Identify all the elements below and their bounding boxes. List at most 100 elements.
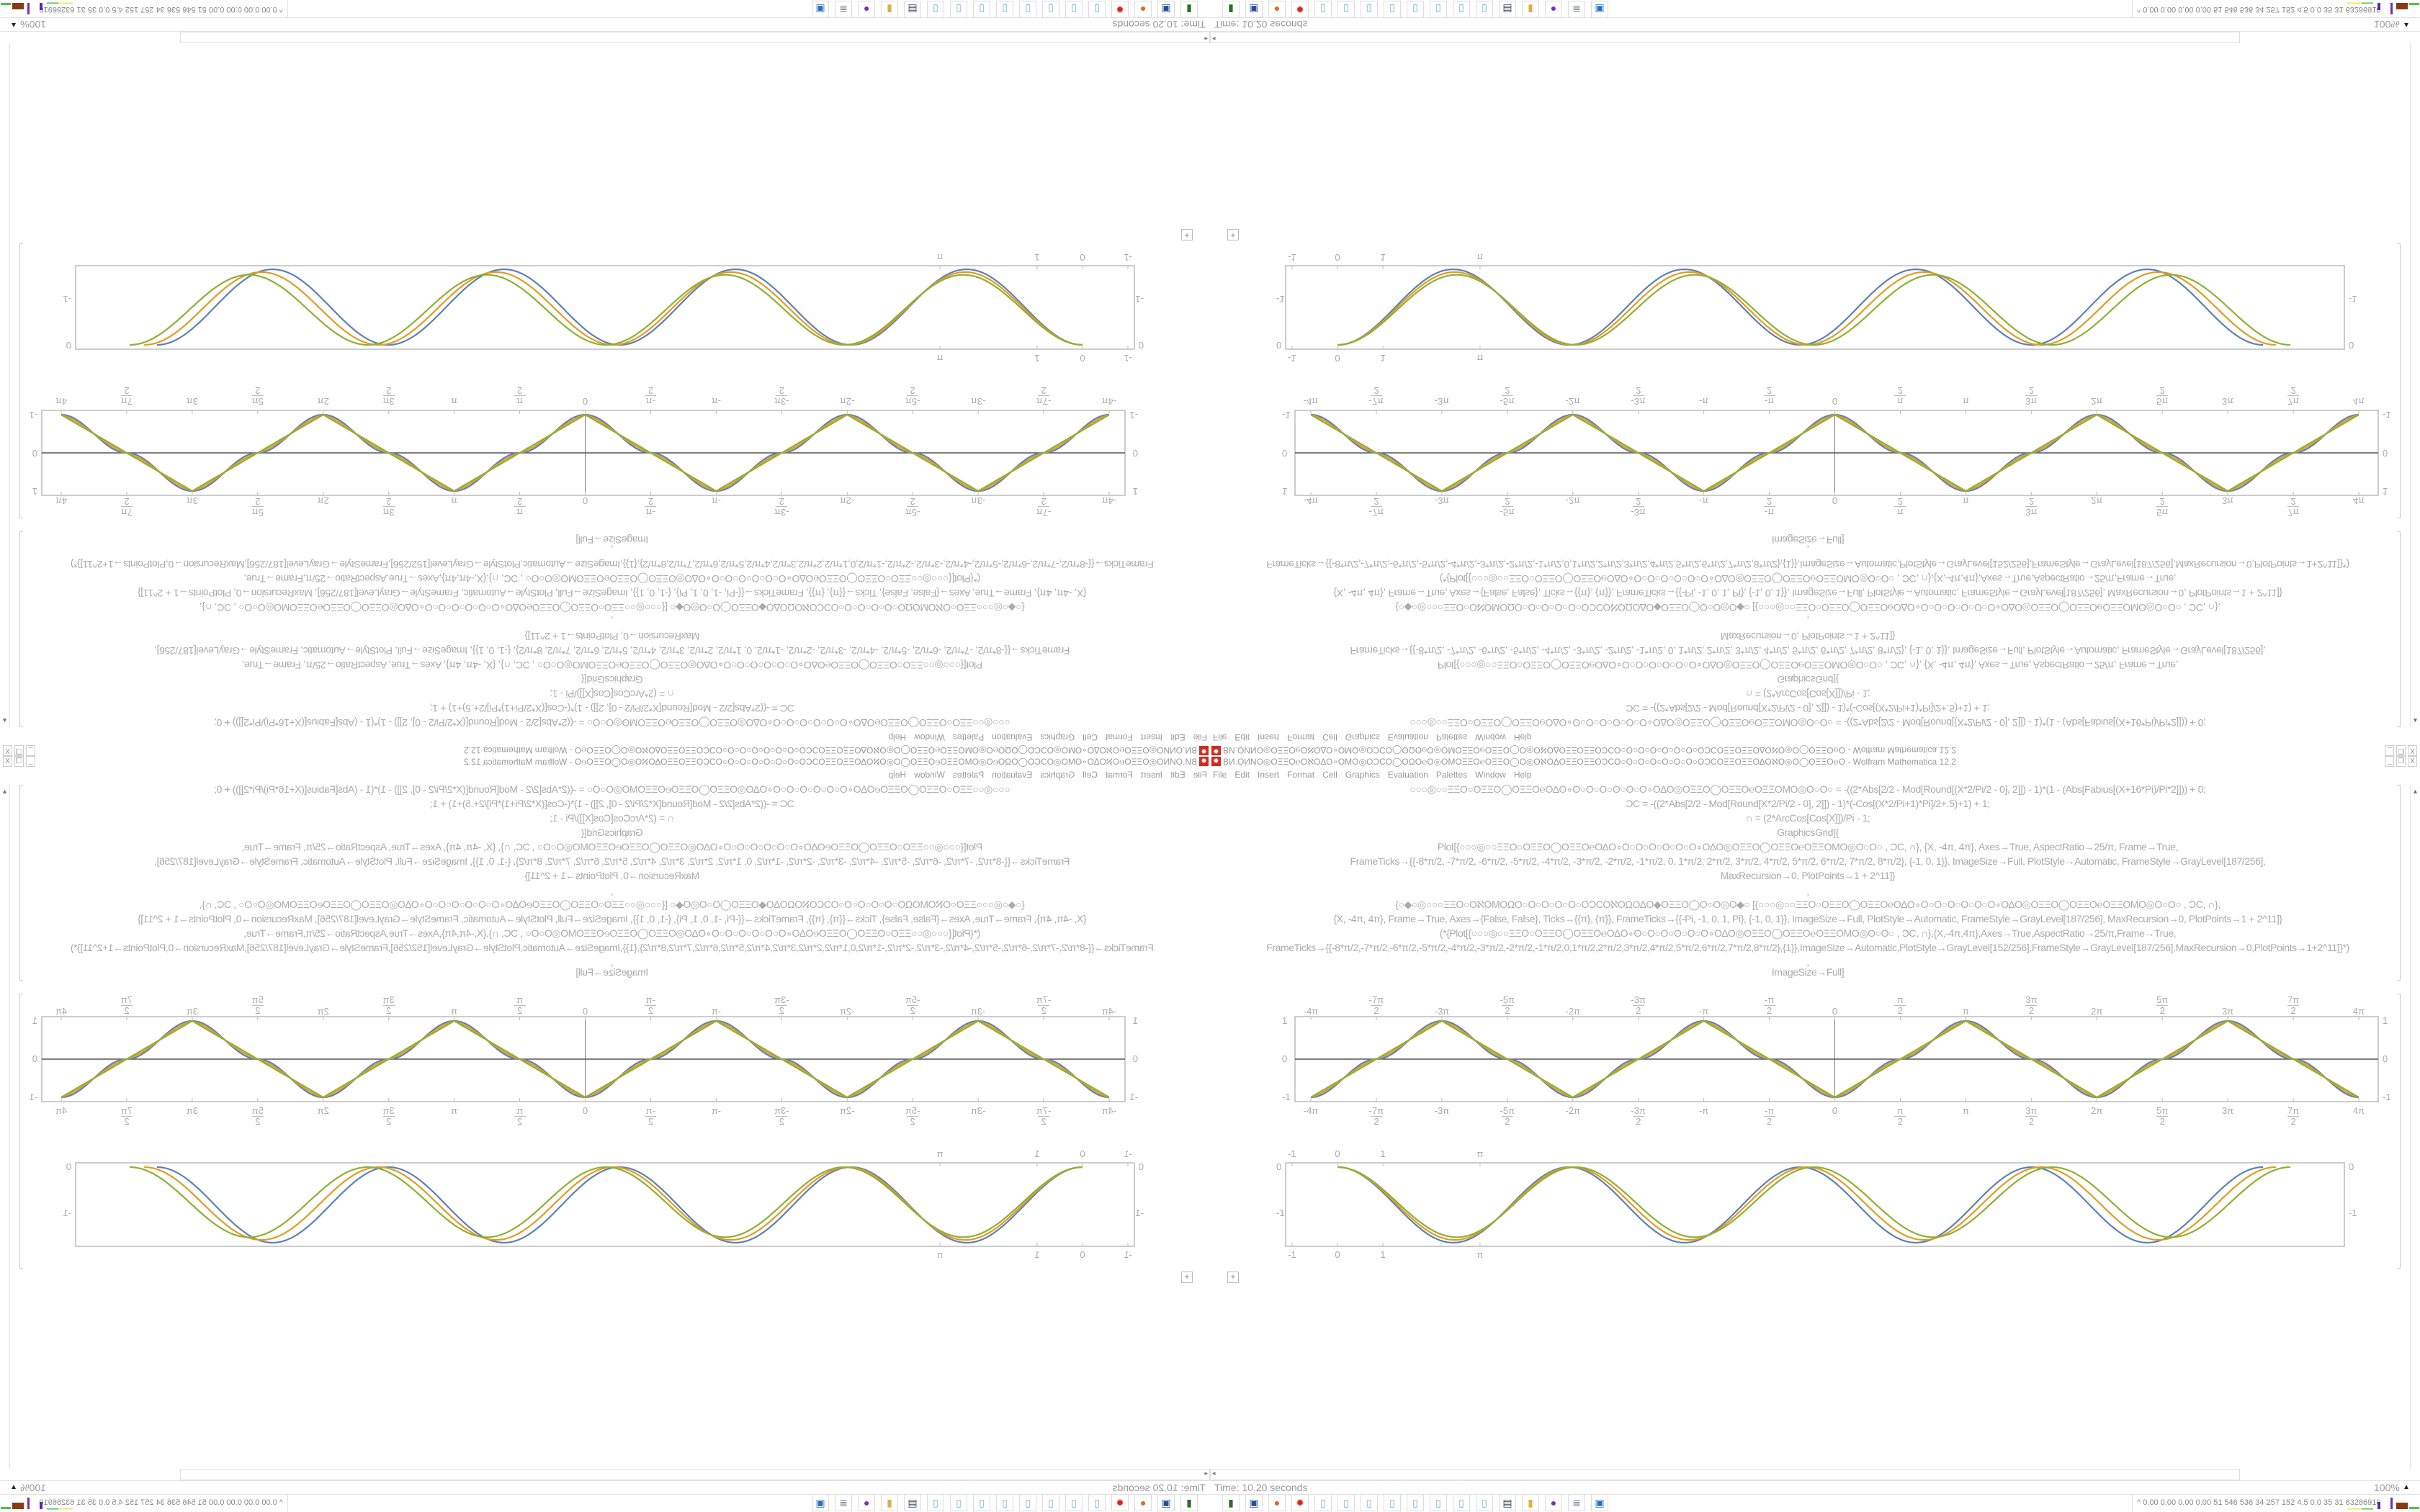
input-cell-bracket[interactable] [2397, 785, 2401, 981]
monitor-icon[interactable]: ▤ [1499, 1494, 1516, 1511]
horizontal-scrollbar[interactable]: ◂ [1210, 32, 2240, 43]
monitor-icon[interactable]: ▤ [1499, 1, 1516, 18]
scroll-left-icon[interactable]: ◂ [1204, 1470, 1208, 1477]
notepad-icon[interactable]: ▯ [950, 1, 967, 18]
menu-palettes[interactable]: Palettes [1435, 770, 1468, 780]
mathematica-icon[interactable]: ✹ [1111, 1494, 1129, 1511]
menu-edit[interactable]: Edit [1234, 770, 1250, 780]
code-line[interactable]: {○◆○◎○○○ΞΞΟ○ΟℵΟΜΟΩΟ○Ο○Ο○Ο○Ο○ΟϽϹΟℵΟΩΟΔΟ◆Ο… [1395, 899, 2220, 910]
notepad-icon[interactable]: ▯ [1453, 1494, 1470, 1511]
monitor-icon[interactable]: ▤ [904, 1, 921, 18]
horizontal-scrollbar[interactable]: ◂ [180, 1469, 1210, 1480]
notepad-icon[interactable]: ▯ [1019, 1, 1036, 18]
notepad-icon[interactable]: ▯ [1088, 1494, 1106, 1511]
insert-cell-button[interactable]: + [1227, 229, 1239, 240]
purple-app-icon[interactable]: ● [1545, 1, 1562, 18]
purple-app-icon[interactable]: ● [858, 1, 875, 18]
notepad-icon[interactable]: ▯ [950, 1494, 967, 1511]
scroll-icon[interactable]: ≣ [835, 1, 852, 18]
notepad-icon[interactable]: ▯ [1042, 1494, 1059, 1511]
notepad-icon[interactable]: ▯ [1042, 1, 1059, 18]
code-line[interactable]: , [1806, 956, 1809, 968]
folder-icon[interactable]: ▮ [1522, 1, 1539, 18]
scroll-left-icon[interactable]: ◂ [1212, 1470, 1216, 1477]
menu-file[interactable]: File [1213, 770, 1227, 780]
window-icon[interactable]: ▣ [1591, 1494, 1608, 1511]
firefox-icon[interactable]: ● [1268, 1494, 1286, 1511]
floppy-disk-icon[interactable]: ▣ [1245, 1494, 1263, 1511]
notepad-icon[interactable]: ▯ [927, 1, 944, 18]
notepad-icon[interactable]: ▯ [973, 1494, 990, 1511]
zoom-menu-arrow-icon[interactable]: ▲ [10, 1483, 17, 1491]
notepad-icon[interactable]: ▯ [1430, 1, 1447, 18]
notepad-icon[interactable]: ▯ [996, 1494, 1013, 1511]
insert-cell-button[interactable]: + [1227, 1272, 1239, 1283]
scroll-left-icon[interactable]: ◂ [1204, 35, 1208, 42]
notepad-icon[interactable]: ▯ [1430, 1494, 1447, 1511]
code-line[interactable]: (*{Plot[{○○○◎○○ΞΞΟ○ΟΞΞΟ◯ΟΞΞΟ℮ΟΔΟ∘Ο○Ο○Ο○Ο… [1439, 927, 2177, 939]
scroll-up-icon[interactable]: ▲ [2412, 788, 2419, 795]
code-line[interactable]: ∩ = (2*ArcCos[Cos[X]])/Pi - 1; [1745, 812, 1870, 824]
horizontal-scrollbar[interactable]: ◂ [1210, 1469, 2240, 1480]
mathematica-icon[interactable]: ✹ [1111, 1, 1129, 18]
code-line[interactable]: {X, -4π, 4π}, Frame→True, Axes→{False, F… [1333, 913, 2282, 924]
code-line[interactable]: ○○○◎○○ΞΞΟ○ΟΞΞΟ◯ΟΞΞΟ℮ΟΔΟ∘Ο○Ο○Ο○Ο○Ο○Ο∘ΟΔΟ◎… [1410, 783, 2206, 795]
notepad-icon[interactable]: ▯ [1384, 1494, 1401, 1511]
vertical-scrollbar[interactable]: ▲ [2410, 785, 2419, 1469]
monitor-icon[interactable]: ▤ [904, 1494, 921, 1511]
menu-graphics[interactable]: Graphics [1345, 770, 1380, 780]
notepad-icon[interactable]: ▯ [927, 1494, 944, 1511]
scroll-icon[interactable]: ≣ [1568, 1494, 1585, 1511]
menu-help[interactable]: Help [1513, 770, 1532, 780]
notepad-icon[interactable]: ▯ [1384, 1, 1401, 18]
floppy-disk-icon[interactable]: ▣ [1157, 1494, 1175, 1511]
notepad-icon[interactable]: ▯ [1361, 1, 1378, 18]
minimize-button[interactable]: _ [2385, 756, 2394, 767]
notepad-icon[interactable]: ▯ [973, 1, 990, 18]
purple-app-icon[interactable]: ● [858, 1494, 875, 1511]
close-button[interactable]: X [2408, 756, 2417, 767]
notepad-icon[interactable]: ▯ [1407, 1494, 1424, 1511]
code-line[interactable]: FrameTicks→{{-8*π/2, -7*π/2, -6*π/2, -5*… [1350, 855, 2266, 867]
terminal-icon[interactable]: ▮ [1222, 1494, 1240, 1511]
menu-evaluation[interactable]: Evaluation [1387, 770, 1428, 780]
restore-button[interactable]: ❐ [2396, 756, 2406, 767]
menu-window[interactable]: Window [1475, 770, 1506, 780]
folder-icon[interactable]: ▮ [881, 1, 898, 18]
zoom-menu-arrow-icon[interactable]: ▲ [10, 21, 17, 29]
notepad-icon[interactable]: ▯ [1314, 1494, 1332, 1511]
code-line[interactable]: Plot[{○○○◎○○ΞΞΟ○ΟΞΞΟ◯ΟΞΞΟ℮ΟΔΟ∘Ο○Ο○Ο○Ο○Ο○… [1437, 841, 2179, 852]
menu-cell[interactable]: Cell [1322, 770, 1337, 780]
zoom-level[interactable]: 100% [2374, 1482, 2400, 1493]
mathematica-icon[interactable]: ✹ [1291, 1, 1309, 18]
folder-icon[interactable]: ▮ [881, 1494, 898, 1511]
firefox-icon[interactable]: ● [1134, 1, 1152, 18]
code-line[interactable]: GraphicsGrid[{ [1777, 827, 1839, 838]
terminal-icon[interactable]: ▮ [1180, 1494, 1198, 1511]
notepad-icon[interactable]: ▯ [1065, 1, 1083, 18]
zoom-level[interactable]: 100% [20, 1482, 46, 1493]
notepad-icon[interactable]: ▯ [1337, 1494, 1355, 1511]
window-icon[interactable]: ▣ [812, 1494, 829, 1511]
notepad-icon[interactable]: ▯ [1476, 1, 1493, 18]
notepad-icon[interactable]: ▯ [1019, 1494, 1036, 1511]
purple-app-icon[interactable]: ● [1545, 1494, 1562, 1511]
terminal-icon[interactable]: ▮ [1180, 1, 1198, 18]
notepad-icon[interactable]: ▯ [1065, 1494, 1083, 1511]
code-line[interactable]: , [1806, 886, 1809, 897]
notepad-icon[interactable]: ▯ [1361, 1494, 1378, 1511]
scroll-icon[interactable]: ≣ [835, 1494, 852, 1511]
firefox-icon[interactable]: ● [1134, 1494, 1152, 1511]
notepad-icon[interactable]: ▯ [1314, 1, 1332, 18]
zoom-level[interactable]: 100% [20, 19, 46, 30]
insert-cell-button[interactable]: + [1181, 1272, 1193, 1283]
floppy-disk-icon[interactable]: ▣ [1157, 1, 1175, 18]
code-line[interactable]: ImageSize→Full] [1771, 966, 1845, 978]
code-line[interactable]: FrameTicks→{{-8*π/2,-7*π/2,-6*π/2,-5*π/2… [1266, 942, 2349, 953]
scroll-left-icon[interactable]: ◂ [1212, 35, 1216, 42]
folder-icon[interactable]: ▮ [1522, 1494, 1539, 1511]
menu-format[interactable]: Format [1287, 770, 1315, 780]
code-line[interactable]: ϽC = -((2*Abs[2/2 - Mod[Round[X*2/Pi/2 -… [1626, 798, 1990, 809]
output-cell-bracket[interactable] [2397, 994, 2401, 1269]
notepad-icon[interactable]: ▯ [1337, 1, 1355, 18]
